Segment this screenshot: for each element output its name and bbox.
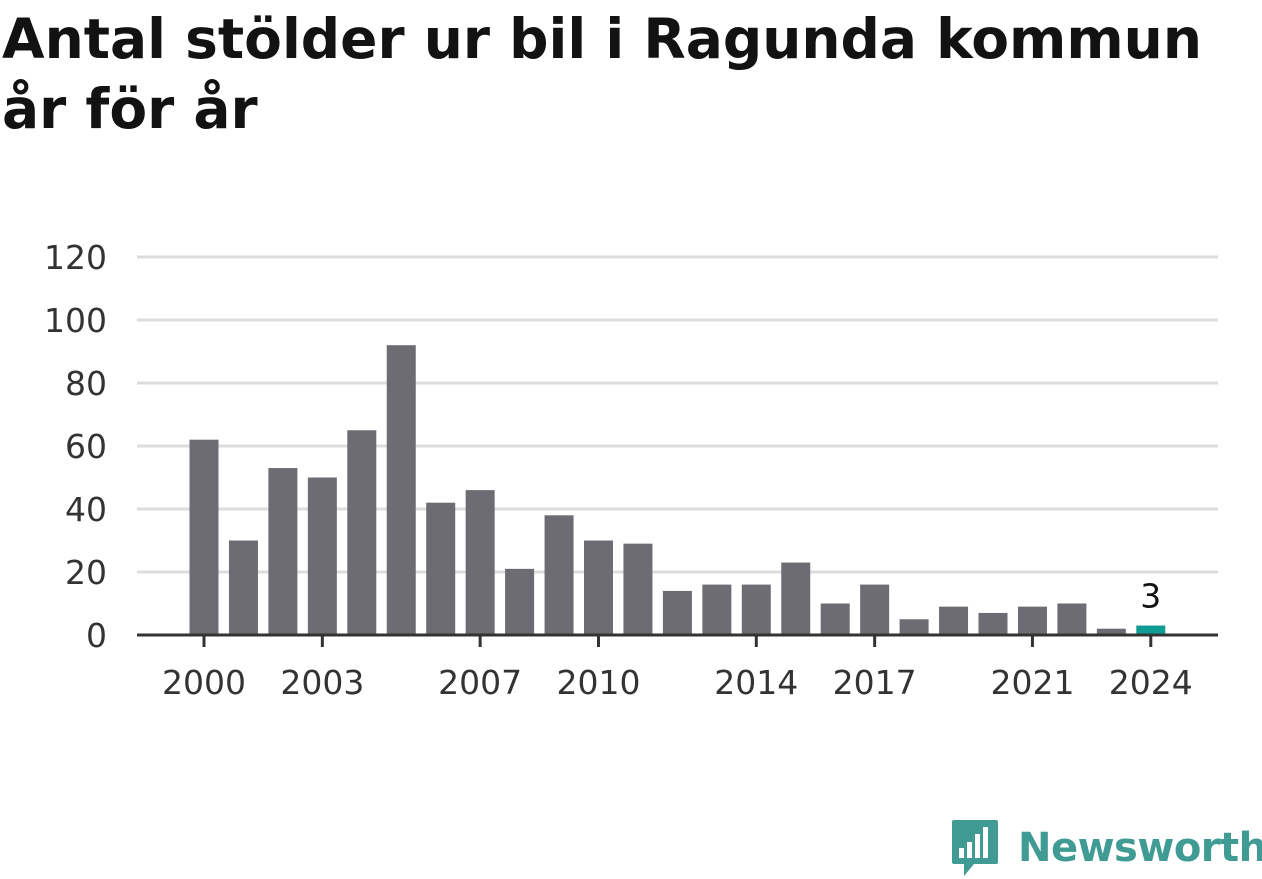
bar-2011 <box>623 543 653 635</box>
y-tick-label: 100 <box>44 301 107 340</box>
x-tick-label: 2007 <box>438 663 522 702</box>
x-tick-label: 2003 <box>280 663 364 702</box>
y-tick-label: 120 <box>44 238 107 277</box>
x-axis-tick-labels: 2000 2003 2007 2010 2014 2017 2021 2024 <box>162 663 1193 702</box>
y-tick-label: 40 <box>65 490 107 529</box>
bar-2013 <box>702 584 732 635</box>
x-tick-label: 2014 <box>714 663 798 702</box>
bar-2019 <box>939 606 969 635</box>
bar-2007 <box>465 490 495 635</box>
bar-2006 <box>426 502 456 635</box>
data-label-2024: 3 <box>1140 577 1161 616</box>
bar-2010 <box>584 540 613 635</box>
bar-2003 <box>307 477 337 635</box>
bar-2021 <box>1017 606 1047 635</box>
bar-2023 <box>1096 628 1126 635</box>
bar-2022 <box>1057 603 1087 635</box>
bar-2017 <box>860 584 890 635</box>
bar-2015 <box>781 562 811 635</box>
bar-2020 <box>978 612 1008 635</box>
x-tick-label: 2024 <box>1109 663 1193 702</box>
grid-lines <box>137 255 1218 574</box>
newsworthy-logo: Newsworthy <box>950 818 1262 878</box>
x-tick-label: 2000 <box>162 663 246 702</box>
chart-title: Antal stölder ur bil i Ragunda kommun år… <box>2 7 1202 141</box>
brand-name: Newsworthy <box>1018 825 1262 871</box>
y-tick-label: 0 <box>86 616 107 655</box>
y-tick-label: 80 <box>65 364 107 403</box>
y-axis-tick-labels: 0 20 40 60 80 100 120 <box>44 238 107 655</box>
x-tick-label: 2021 <box>990 663 1074 702</box>
x-tick-label: 2017 <box>833 663 917 702</box>
bar-2002 <box>268 468 298 635</box>
annotations: 3 <box>1136 573 1165 620</box>
y-tick-label: 60 <box>65 427 107 466</box>
x-tick-label: 2010 <box>557 663 641 702</box>
bar-2012 <box>662 590 692 635</box>
bar-2016 <box>820 603 850 635</box>
y-tick-label: 20 <box>65 553 107 592</box>
bars <box>189 345 1166 635</box>
x-axis <box>137 633 1218 647</box>
bar-2004 <box>347 430 377 635</box>
bar-2000 <box>189 439 219 635</box>
bar-2018 <box>899 619 929 635</box>
bar-2009 <box>544 515 574 635</box>
bar-2001 <box>228 540 258 635</box>
bar-2005 <box>386 345 416 635</box>
bar-2014 <box>741 584 771 635</box>
bar-2024 <box>1136 625 1166 635</box>
bar-chart-speech-bubble-icon <box>952 820 998 876</box>
bar-2008 <box>505 568 535 635</box>
